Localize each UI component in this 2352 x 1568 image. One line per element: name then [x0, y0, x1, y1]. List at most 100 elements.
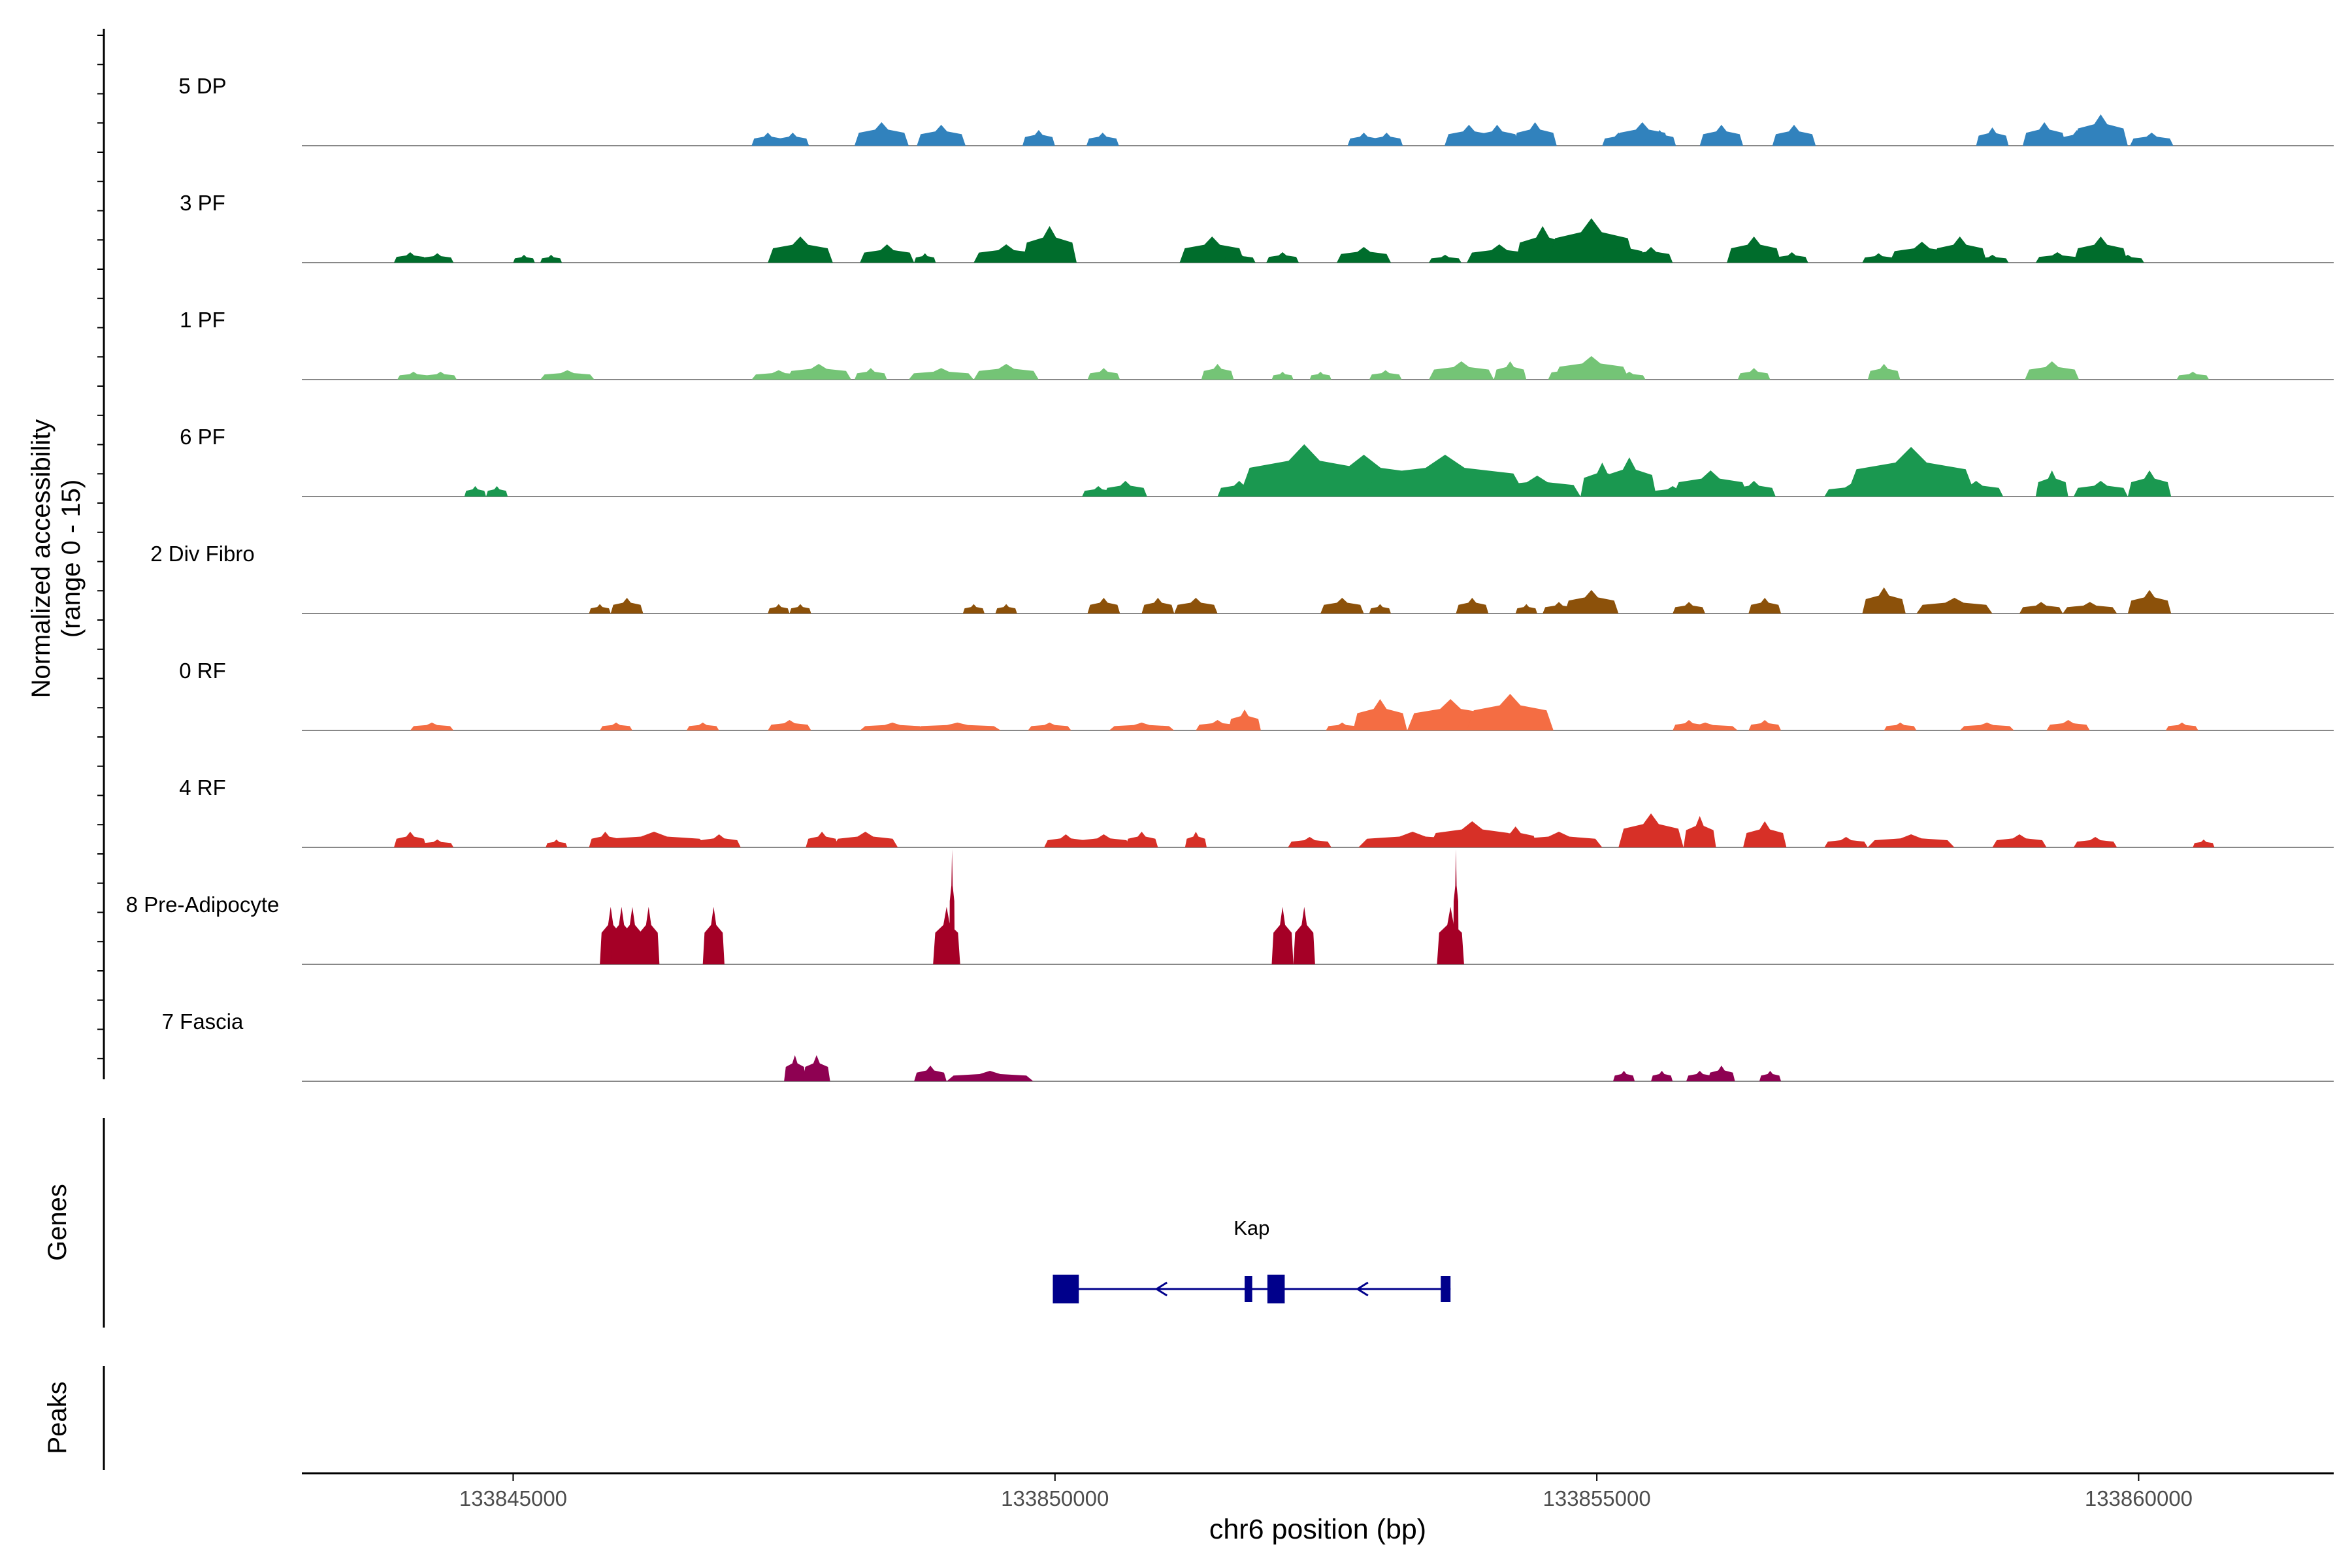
coverage-peak [1364, 455, 1527, 497]
coverage-peak [1884, 723, 1917, 730]
x-axis-label: chr6 position (bp) [1209, 1514, 1426, 1545]
coverage-peak [908, 368, 974, 380]
y-axis-label-range: (range 0 - 15) [57, 480, 86, 638]
track-6-pf: 6 PF [180, 425, 2334, 497]
x-tick-label: 133850000 [1001, 1486, 1109, 1511]
coverage-peak [1288, 837, 1331, 847]
track-2-div-fibro: 2 Div Fibro [150, 542, 2334, 614]
coverage-peak [854, 122, 909, 146]
coverage-peak [393, 832, 427, 847]
coverage-peak [768, 720, 811, 730]
coverage-peak [1087, 598, 1120, 613]
coverage-peak [768, 604, 790, 613]
coverage-peak [1824, 837, 1868, 847]
coverage-peak [1429, 361, 1494, 380]
coverage-peak [1087, 368, 1120, 380]
coverage-peak [1228, 710, 1261, 730]
coverage-peak [1949, 481, 2004, 497]
coverage-peak [697, 834, 741, 847]
coverage-peak [1867, 834, 1955, 847]
coverage-peak [1732, 481, 1776, 497]
coverage-peak [1196, 720, 1239, 730]
coverage-peak [1222, 253, 1256, 263]
coverage-peak [1453, 849, 1459, 964]
coverage-peak [1494, 361, 1527, 380]
coverage-peak [1429, 255, 1462, 263]
coverage-peak [1467, 244, 1532, 263]
coverage-peak [1475, 125, 1519, 146]
coverage-peak [2025, 361, 2080, 380]
coverage-peak [786, 364, 851, 380]
coverage-peak [2176, 372, 2210, 380]
coverage-peak [1369, 604, 1391, 613]
coverage-peak [2111, 255, 2144, 263]
strand-arrow [1356, 1281, 1369, 1297]
coverage-peak [1103, 481, 1147, 497]
track-0-rf: 0 RF [179, 659, 2334, 731]
coverage-peak [2073, 114, 2128, 146]
coverage-peak [1293, 907, 1315, 964]
coverage-peak [1618, 813, 1684, 847]
coverage-peak [1748, 598, 1782, 613]
coverage-peak [600, 832, 708, 847]
coverage-peak [1673, 723, 1738, 730]
coverage-peak [2019, 602, 2063, 613]
gene-exon [1245, 1276, 1252, 1302]
coverage-peak [1737, 368, 1771, 380]
coverage-peak [1326, 723, 1359, 730]
coverage-peak [1759, 1071, 1782, 1081]
coverage-peak [421, 253, 454, 263]
coverage-peak [1651, 1071, 1673, 1081]
coverage-peak [424, 372, 457, 380]
coverage-peak [914, 253, 936, 263]
coverage-peak [621, 907, 644, 964]
coverage-peak [2073, 837, 2117, 847]
coverage-peak [546, 840, 568, 847]
coverage-peak [1553, 356, 1629, 380]
x-tick-label: 133860000 [2085, 1486, 2193, 1511]
coverage-peak [1271, 372, 1294, 380]
coverage-peak [1686, 1071, 1714, 1081]
track-label: 2 Div Fibro [150, 542, 255, 566]
coverage-peak [784, 1055, 806, 1081]
coverage-peak [949, 849, 955, 964]
coverage-peak [973, 244, 1039, 263]
coverage-peak [1862, 587, 1906, 613]
coverage-peak [589, 604, 611, 613]
coverage-peak [540, 370, 595, 380]
coverage-peak [1727, 237, 1782, 263]
coverage-peak [2127, 470, 2172, 497]
coverage-peak [1309, 372, 1331, 380]
coverage-peak [973, 364, 1039, 380]
coverage-peak [2073, 481, 2128, 497]
coverage-peak [1266, 252, 1299, 263]
coverage-peak [1916, 598, 1993, 613]
coverage-peak [1743, 821, 1787, 847]
coverage-peak [1513, 122, 1557, 146]
gene-exon [1441, 1276, 1451, 1302]
coverage-peak [2035, 252, 2080, 263]
coverage-peak [485, 486, 508, 497]
coverage-peak [2165, 723, 2198, 730]
coverage-peak [1429, 821, 1516, 847]
coverage-peak [2127, 590, 2172, 613]
coverage-peak [1602, 457, 1657, 497]
track-label: 3 PF [180, 191, 225, 215]
coverage-peak [1862, 253, 1895, 263]
coverage-peak [686, 723, 719, 730]
coverage-peak [1201, 364, 1234, 380]
coverage-peak [1846, 447, 1976, 497]
coverage-peak [1320, 598, 1364, 613]
x-tick-label: 133855000 [1543, 1486, 1651, 1511]
coverage-peak [1976, 255, 2009, 263]
coverage-tracks: 5 DP 3 PF 1 PF 6 PF 2 Div Fibro 0 RF 4 RF 8 Pre… [126, 74, 2334, 1082]
coverage-peak [768, 237, 833, 263]
track-8-pre-adipocyte: 8 Pre-Adipocyte [126, 849, 2334, 965]
track-label: 8 Pre-Adipocyte [126, 892, 280, 917]
coverage-peak [1959, 723, 2014, 730]
coverage-peak [962, 604, 985, 613]
coverage-peak [914, 723, 1001, 730]
coverage-peak [860, 723, 925, 730]
y-axis-label: Normalized accessibility [27, 419, 56, 698]
